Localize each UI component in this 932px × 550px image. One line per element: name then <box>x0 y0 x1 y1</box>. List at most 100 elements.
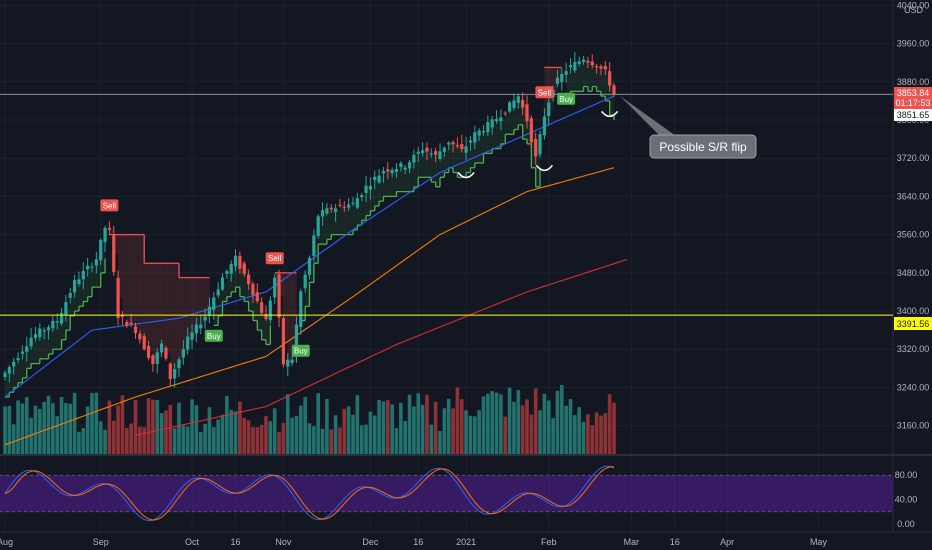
buy-signal-badge <box>557 92 576 105</box>
volume-bar <box>24 397 29 454</box>
supertrend-fill <box>370 187 376 211</box>
volume-bar <box>72 392 77 454</box>
supertrend-fill <box>13 364 19 388</box>
supertrend-fill <box>474 137 480 163</box>
time-tick-label: Apr <box>720 537 734 547</box>
candle-body <box>194 324 198 334</box>
volume-bar <box>459 399 464 454</box>
candle-body <box>29 337 33 347</box>
supertrend-fill <box>305 281 310 307</box>
volume-bar <box>216 419 220 454</box>
supertrend-fill <box>83 275 88 302</box>
candle-body <box>364 185 368 193</box>
volume-bar <box>198 431 203 454</box>
candle-body <box>3 372 7 378</box>
volume-bar <box>94 392 99 454</box>
volume-bar <box>394 428 399 454</box>
supertrend-fill <box>9 370 14 393</box>
supertrend-fill <box>522 103 528 140</box>
supertrend-fill <box>353 203 358 230</box>
supertrend-fill <box>274 272 280 288</box>
candle-body <box>103 227 107 243</box>
volume-bar <box>599 415 603 454</box>
sell-signal-badge <box>100 199 119 212</box>
candle-body <box>573 61 577 71</box>
candle-body <box>133 326 138 334</box>
supertrend-fill <box>583 60 589 87</box>
time-axis[interactable]: Aug Sep Oct 16 Nov Dec 16 2021 Feb Mar 16 Apr May <box>0 537 827 547</box>
volume-bar <box>294 415 299 454</box>
candle-body <box>286 359 290 367</box>
candle-body <box>403 167 407 170</box>
supertrend-fill <box>65 308 71 331</box>
volume-bar <box>416 393 421 454</box>
price-tag: 3853.84 01:17:53 <box>894 87 932 109</box>
volume-bar <box>399 402 403 454</box>
volume-bar <box>494 392 499 454</box>
candle-body <box>99 239 103 261</box>
volume-bar <box>312 426 316 454</box>
supertrend-fill <box>257 296 262 331</box>
volume-bar <box>268 421 273 454</box>
candle-body <box>307 258 312 275</box>
volume-bar <box>351 414 355 454</box>
supertrend-fill <box>574 66 580 92</box>
supertrend-fill <box>557 67 563 81</box>
candlesticks <box>3 51 616 388</box>
candle-body <box>181 349 185 358</box>
volume-bar <box>320 428 325 454</box>
price-tick-label: 3640.00 <box>897 191 930 201</box>
candle-body <box>486 122 490 133</box>
volume-bar <box>11 424 16 454</box>
supertrend-fill <box>413 158 419 187</box>
supertrend-fill <box>78 281 84 307</box>
supertrend-fill <box>422 151 428 178</box>
candle-body <box>447 142 451 145</box>
supertrend-fill <box>266 316 271 345</box>
indicator-tick-label: 80.00 <box>895 470 918 480</box>
supertrend-fill <box>513 104 519 130</box>
volume-bar <box>246 420 251 454</box>
ema-line <box>135 258 628 436</box>
candle-body <box>294 324 299 356</box>
volume-bar <box>138 426 142 454</box>
indicator-axis[interactable]: 80.00 40.00 0.00 <box>895 470 918 529</box>
candle-body <box>260 302 264 313</box>
volume-bar <box>129 423 133 454</box>
time-tick-label: Aug <box>0 537 13 547</box>
candle-body <box>334 208 338 212</box>
candle-body <box>146 345 151 358</box>
volume-bar <box>386 400 390 454</box>
supertrend-fill <box>200 277 206 327</box>
candle-body <box>142 336 146 350</box>
supertrend-fill <box>148 263 154 352</box>
volume-bar <box>316 393 320 454</box>
buy-signal-badge <box>204 329 223 342</box>
supertrend-fill <box>383 172 389 197</box>
candle-body <box>59 312 64 324</box>
volume-bar <box>368 411 373 454</box>
volume-bar <box>477 410 481 454</box>
volume-bars <box>3 385 616 454</box>
candle-body <box>251 283 255 296</box>
candle-body <box>299 291 303 328</box>
volume-bar <box>568 399 573 454</box>
stoch-band <box>0 475 893 512</box>
candle-body <box>368 185 372 190</box>
supertrend-fill <box>322 213 328 245</box>
supertrend-fill <box>283 272 289 342</box>
volume-bar <box>20 403 25 454</box>
volume-bar <box>255 427 260 454</box>
price-axis[interactable]: 3160.00 3240.00 3320.00 3400.00 3480.00 3560.… <box>897 0 930 430</box>
candle-body <box>342 206 346 208</box>
signal-label: Sell <box>103 201 117 210</box>
support-curve-marker <box>535 164 553 172</box>
candle-body <box>577 61 581 65</box>
supertrend-fill <box>239 262 245 297</box>
supertrend-fill <box>35 336 41 364</box>
supertrend-fill <box>309 266 315 283</box>
candle-body <box>529 118 533 143</box>
volume-bar <box>499 394 503 454</box>
